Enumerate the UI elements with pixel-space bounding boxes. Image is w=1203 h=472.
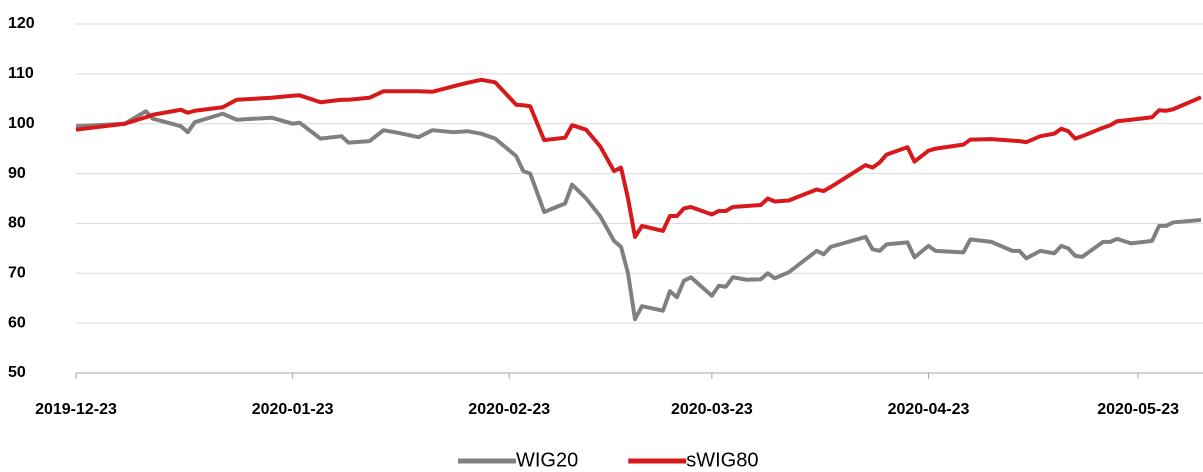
x-tick-label: 2020-04-23 xyxy=(888,401,970,418)
y-tick-label: 70 xyxy=(8,265,26,282)
x-tick-label: 2019-12-23 xyxy=(35,401,117,418)
x-tick-label: 2020-02-23 xyxy=(468,401,550,418)
x-tick-label: 2020-05-23 xyxy=(1097,401,1179,418)
x-tick-label: 2020-01-23 xyxy=(252,401,334,418)
y-tick-label: 90 xyxy=(8,165,26,182)
line-series xyxy=(75,109,1202,322)
legend-label: sWIG80 xyxy=(686,449,758,471)
y-tick-label: 120 xyxy=(8,15,35,32)
y-tick-label: 100 xyxy=(8,115,35,132)
x-tick-label: 2020-03-23 xyxy=(671,401,753,418)
y-tick-label: 110 xyxy=(8,65,34,82)
y-tick-label: 80 xyxy=(8,215,26,232)
legend-label: WIG20 xyxy=(516,449,578,471)
y-tick-label: 50 xyxy=(8,364,26,381)
y-tick-label: 60 xyxy=(8,314,26,331)
line-series xyxy=(75,77,1202,239)
